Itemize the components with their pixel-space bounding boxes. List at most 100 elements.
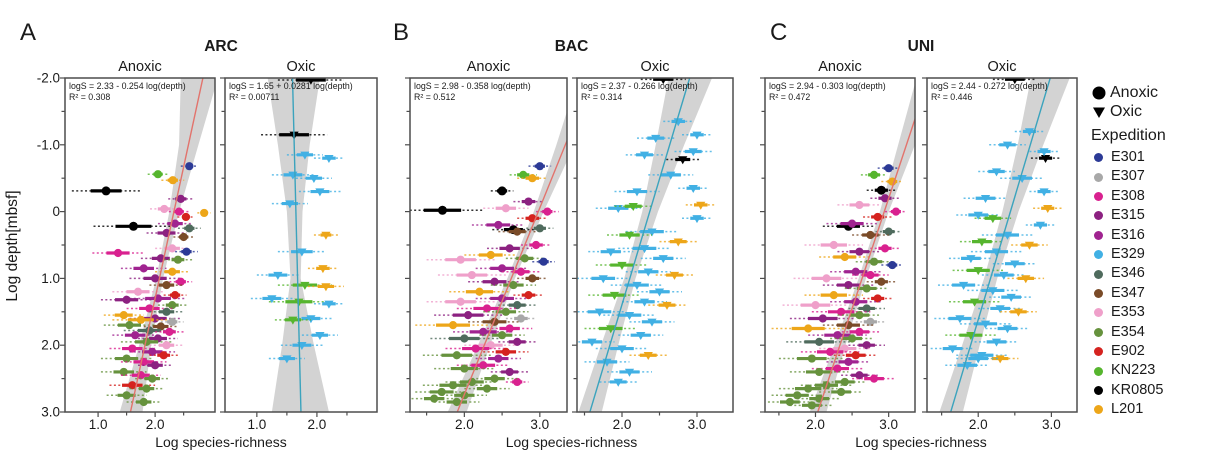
circle-marker: [170, 219, 180, 228]
triangle-marker: [1017, 175, 1027, 183]
data-point-e329: [992, 260, 1037, 269]
x-tick-label: 2.0: [613, 417, 632, 432]
circle-marker: [501, 204, 510, 213]
circle-marker: [877, 277, 886, 286]
triangle-marker: [606, 325, 616, 334]
triangle-marker: [309, 175, 319, 183]
subpanel-uni-anoxic: 2.0 3.0 Anoxic logS = 2.94 - 0.303 log(dept…: [760, 59, 916, 432]
data-point-e329: [599, 378, 637, 387]
data-point-e329: [945, 362, 990, 371]
circle-marker: [829, 291, 838, 300]
expedition-color-dot: [1094, 211, 1103, 221]
group-title-arc: ARC: [204, 38, 238, 55]
data-point-e316: [475, 354, 521, 363]
data-point-e308: [852, 374, 896, 383]
data-point-l201: [112, 315, 170, 324]
data-point-e329: [637, 288, 682, 297]
data-point-l201: [517, 174, 548, 183]
data-point-kn223: [588, 291, 641, 300]
triangle-marker: [307, 78, 315, 85]
circle-marker: [807, 354, 816, 363]
expedition-color-dot: [1094, 192, 1103, 202]
circle-marker: [176, 277, 185, 286]
data-point-e329: [1025, 221, 1056, 230]
axis-ticks: [760, 77, 890, 417]
scatter-points: [767, 164, 907, 410]
data-point-kn223: [147, 170, 169, 179]
triangle-marker: [1002, 325, 1013, 334]
expedition-color-dot: [1094, 327, 1103, 337]
data-point-e354: [479, 331, 525, 340]
axis-ticks: [405, 77, 541, 417]
subpanel-arc-anoxic: 1.0 2.0 Anoxic logS = 2.33 - 0.254 log(dept…: [60, 59, 216, 432]
circle-marker: [785, 397, 794, 407]
x-tick-label: 1.0: [89, 417, 108, 432]
triangle-marker: [658, 255, 668, 264]
triangle-marker: [977, 238, 987, 247]
r-squared-label: R² = 0.314: [581, 92, 622, 102]
triangle-marker: [966, 255, 976, 264]
data-point-kr0805: [1030, 154, 1061, 163]
data-point-e329: [682, 131, 712, 140]
expedition-code-label: E315: [1111, 207, 1145, 224]
circle-marker: [840, 252, 849, 262]
circle-marker: [516, 267, 526, 276]
data-point-e354: [855, 257, 893, 266]
data-point-e329: [595, 205, 641, 214]
triangle-marker: [639, 151, 650, 160]
data-point-e354: [789, 401, 834, 410]
circle-marker: [460, 334, 469, 343]
data-point-e316: [826, 219, 878, 228]
data-point-e329: [603, 311, 656, 320]
circle-marker: [869, 170, 879, 179]
data-point-e329: [584, 358, 630, 367]
circle-marker: [482, 384, 492, 393]
data-point-e354: [103, 321, 156, 330]
circle-marker: [822, 274, 831, 283]
circle-marker: [128, 344, 137, 353]
circle-marker: [876, 185, 886, 195]
data-point-e315: [870, 194, 900, 203]
circle-marker: [479, 327, 488, 336]
triangle-marker: [673, 118, 683, 127]
circle-marker: [513, 301, 522, 310]
scatter-points: [930, 78, 1063, 371]
circle-marker: [804, 384, 813, 393]
data-point-e329: [981, 271, 1026, 280]
data-point-e902: [833, 351, 878, 360]
data-point-e329: [967, 287, 1019, 296]
data-point-e329: [970, 248, 1023, 257]
data-point-e353: [426, 297, 495, 306]
data-point-e329: [614, 188, 660, 197]
circle-marker: [168, 301, 177, 310]
x-tick-label: 3.0: [530, 417, 549, 432]
circle-marker: [467, 270, 476, 280]
circle-marker: [131, 331, 140, 340]
data-point-e354: [100, 367, 147, 377]
data-point-e308: [505, 377, 529, 387]
expedition-code-label: KN223: [1111, 362, 1156, 379]
triangle-marker: [1039, 188, 1049, 197]
regression-line: [456, 138, 567, 412]
circle-marker: [862, 341, 871, 350]
triangle-marker: [609, 291, 620, 300]
circle-marker: [153, 170, 163, 179]
data-point-e308: [800, 347, 860, 356]
legend-anoxic-label: Anoxic: [1110, 84, 1159, 101]
circle-marker: [142, 337, 151, 346]
data-point-e315: [848, 341, 885, 350]
circle-marker: [162, 307, 171, 316]
data-point-e308: [92, 248, 144, 258]
legend-entry-e346: E346: [1091, 264, 1205, 283]
circle-marker: [866, 270, 875, 280]
legend-entry-l201: L201: [1091, 400, 1205, 419]
regression-line: [291, 78, 302, 412]
data-point-e329: [610, 281, 664, 290]
triangle-marker: [1039, 148, 1049, 157]
data-point-e307: [160, 317, 184, 326]
r-squared-label: R² = 0.446: [931, 92, 972, 102]
data-point-e329: [277, 248, 326, 257]
triangle-marker: [1010, 260, 1020, 269]
y-tick-label: 0: [52, 204, 60, 219]
